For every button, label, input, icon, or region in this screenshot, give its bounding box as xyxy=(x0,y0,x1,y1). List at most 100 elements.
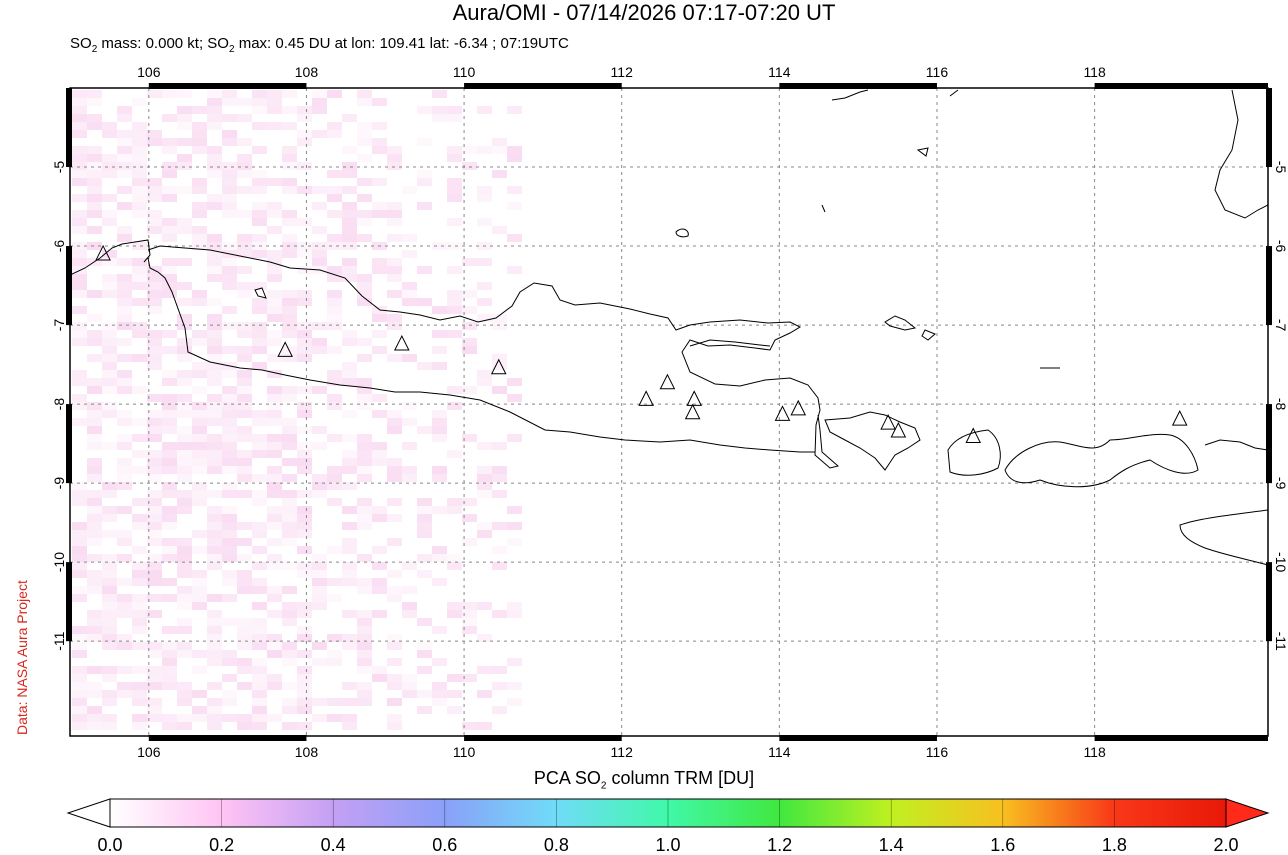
so2-pixel xyxy=(222,538,237,546)
so2-pixel xyxy=(372,514,387,522)
coast-flores xyxy=(1204,439,1268,451)
so2-pixel xyxy=(207,610,222,618)
so2-pixel xyxy=(357,450,372,458)
so2-pixel xyxy=(132,322,147,330)
so2-pixel xyxy=(282,610,297,618)
so2-pixel xyxy=(132,354,147,362)
so2-pixel xyxy=(267,562,282,570)
so2-pixel xyxy=(117,602,132,610)
so2-pixel xyxy=(417,530,432,538)
so2-pixel xyxy=(312,594,327,602)
so2-pixel xyxy=(252,602,267,610)
so2-pixel xyxy=(297,402,312,410)
so2-pixel xyxy=(297,138,312,146)
so2-pixel xyxy=(327,466,342,474)
so2-pixel xyxy=(477,218,492,226)
so2-pixel xyxy=(207,650,222,658)
so2-pixel xyxy=(477,466,492,474)
so2-pixel xyxy=(237,138,252,146)
so2-pixel xyxy=(357,394,372,402)
so2-pixel xyxy=(222,530,237,538)
so2-pixel xyxy=(327,594,342,602)
so2-pixel xyxy=(267,650,282,658)
so2-pixel xyxy=(102,666,117,674)
so2-pixel xyxy=(87,354,102,362)
so2-pixel xyxy=(207,698,222,706)
so2-pixel xyxy=(72,274,87,282)
so2-pixel xyxy=(102,130,117,138)
so2-pixel xyxy=(432,426,447,434)
so2-pixel xyxy=(402,474,417,482)
so2-pixel xyxy=(282,458,297,466)
so2-pixel xyxy=(207,378,222,386)
so2-pixel xyxy=(207,330,222,338)
so2-pixel xyxy=(162,402,177,410)
so2-pixel xyxy=(162,450,177,458)
so2-pixel xyxy=(312,250,327,258)
so2-pixel xyxy=(432,466,447,474)
so2-pixel xyxy=(372,578,387,586)
so2-pixel xyxy=(222,90,237,98)
so2-pixel xyxy=(207,242,222,250)
so2-pixel xyxy=(87,410,102,418)
so2-pixel xyxy=(192,706,207,714)
colorbar-tick-label: 0.4 xyxy=(321,835,346,855)
so2-pixel xyxy=(102,482,117,490)
so2-pixel xyxy=(192,466,207,474)
colorbar-ticks: 0.0 0.2 0.4 0.6 0.8 1.0 1.2 1.4 1.6 1.8 2.0 xyxy=(97,799,1239,855)
so2-pixel xyxy=(162,146,177,154)
so2-pixel xyxy=(357,458,372,466)
so2-pixel xyxy=(387,154,402,162)
so2-pixel xyxy=(222,434,237,442)
so2-pixel xyxy=(282,234,297,242)
so2-pixel xyxy=(282,90,297,98)
so2-pixel xyxy=(432,682,447,690)
so2-pixel xyxy=(507,266,522,274)
so2-pixel xyxy=(267,402,282,410)
so2-pixel xyxy=(447,706,462,714)
so2-pixel xyxy=(222,162,237,170)
so2-pixel xyxy=(222,426,237,434)
so2-pixel xyxy=(342,218,357,226)
so2-pixel xyxy=(297,562,312,570)
so2-pixel xyxy=(102,626,117,634)
so2-pixel xyxy=(267,490,282,498)
so2-pixel xyxy=(492,490,507,498)
so2-pixel xyxy=(192,290,207,298)
so2-pixel xyxy=(147,194,162,202)
so2-pixel xyxy=(177,138,192,146)
so2-pixel xyxy=(342,466,357,474)
so2-pixel xyxy=(477,370,492,378)
so2-pixel xyxy=(207,146,222,154)
so2-pixel xyxy=(342,546,357,554)
so2-pixel xyxy=(162,138,177,146)
so2-pixel xyxy=(132,666,147,674)
frame-bar-left xyxy=(66,404,72,484)
so2-pixel xyxy=(132,298,147,306)
so2-pixel xyxy=(507,506,522,514)
so2-pixel xyxy=(237,242,252,250)
so2-pixel xyxy=(72,178,87,186)
so2-pixel xyxy=(402,186,417,194)
lon-label-top: 110 xyxy=(453,64,476,80)
so2-pixel xyxy=(387,218,402,226)
so2-pixel xyxy=(162,170,177,178)
so2-pixel xyxy=(357,90,372,98)
so2-pixel xyxy=(177,618,192,626)
so2-pixel xyxy=(87,466,102,474)
so2-pixel xyxy=(342,578,357,586)
so2-pixel xyxy=(177,586,192,594)
so2-pixel xyxy=(207,554,222,562)
so2-pixel xyxy=(132,546,147,554)
so2-pixel xyxy=(72,282,87,290)
so2-pixel xyxy=(492,314,507,322)
so2-pixel xyxy=(222,266,237,274)
so2-pixel xyxy=(162,234,177,242)
so2-pixel xyxy=(372,562,387,570)
so2-pixel xyxy=(447,186,462,194)
so2-pixel xyxy=(492,522,507,530)
so2-pixel xyxy=(492,546,507,554)
so2-pixel xyxy=(177,546,192,554)
so2-pixel xyxy=(252,322,267,330)
so2-pixel xyxy=(387,722,402,730)
